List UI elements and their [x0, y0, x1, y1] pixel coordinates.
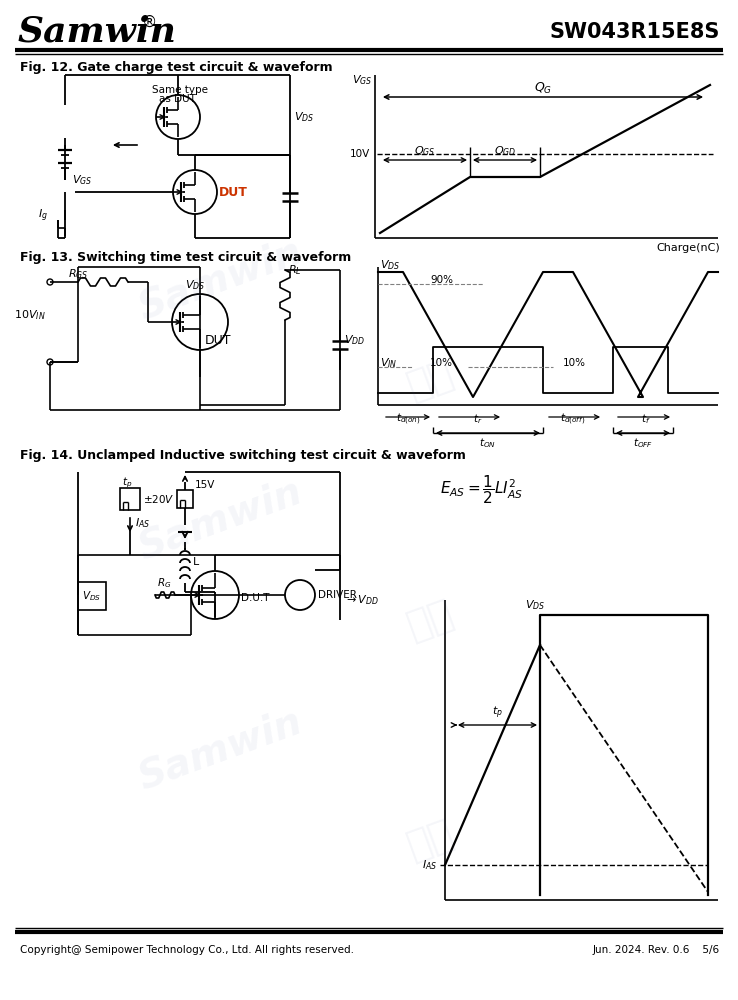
- Text: $Q_{GS}$: $Q_{GS}$: [414, 144, 435, 158]
- Text: $t_{ON}$: $t_{ON}$: [480, 436, 497, 450]
- Text: $t_p$: $t_p$: [492, 705, 503, 721]
- Text: $R_G$: $R_G$: [157, 576, 171, 590]
- Text: $V_{DD}$: $V_{DD}$: [344, 333, 365, 347]
- Text: $Q_G$: $Q_G$: [534, 80, 552, 96]
- Text: 90%: 90%: [430, 275, 453, 285]
- Text: $I_g$: $I_g$: [38, 208, 48, 224]
- Text: DRIVER: DRIVER: [318, 590, 357, 600]
- Text: SW043R15E8S: SW043R15E8S: [550, 22, 720, 42]
- Text: Copyright@ Semipower Technology Co., Ltd. All rights reserved.: Copyright@ Semipower Technology Co., Ltd…: [20, 945, 354, 955]
- Text: L: L: [193, 557, 199, 567]
- Text: D.U.T: D.U.T: [241, 593, 269, 603]
- Text: Samwin: Samwin: [18, 15, 177, 49]
- Text: as DUT: as DUT: [159, 94, 196, 104]
- Text: $R_L$: $R_L$: [288, 263, 302, 277]
- Text: Charge(nC): Charge(nC): [656, 243, 720, 253]
- Text: $t_{OFF}$: $t_{OFF}$: [633, 436, 653, 450]
- Text: 保留: 保留: [401, 814, 458, 866]
- Text: $V_{DS}$: $V_{DS}$: [380, 258, 400, 272]
- Text: Fig. 14. Unclamped Inductive switching test circuit & waveform: Fig. 14. Unclamped Inductive switching t…: [20, 448, 466, 462]
- Text: $E_{AS} = \dfrac{1}{2} L I_{AS}^{2}$: $E_{AS} = \dfrac{1}{2} L I_{AS}^{2}$: [440, 474, 523, 506]
- Text: 10%: 10%: [563, 358, 586, 368]
- Text: 15V: 15V: [195, 480, 215, 490]
- Text: 保留: 保留: [401, 354, 458, 406]
- Text: $\rightarrow V_{DD}$: $\rightarrow V_{DD}$: [344, 593, 379, 607]
- Text: Fig. 13. Switching time test circuit & waveform: Fig. 13. Switching time test circuit & w…: [20, 251, 351, 264]
- Text: 10V: 10V: [350, 149, 370, 159]
- Bar: [120, 488, 140, 510]
- Text: $V_{DS}$: $V_{DS}$: [525, 598, 545, 612]
- Text: Fig. 12. Gate charge test circuit & waveform: Fig. 12. Gate charge test circuit & wave…: [20, 62, 333, 75]
- Text: $V_{GS}$: $V_{GS}$: [72, 173, 92, 187]
- Text: $t_{d(off)}$: $t_{d(off)}$: [560, 411, 586, 427]
- Text: Samwin: Samwin: [133, 703, 307, 797]
- Bar: [177, 490, 193, 508]
- Text: $t_r$: $t_r$: [473, 412, 483, 426]
- Text: $Q_{GD}$: $Q_{GD}$: [494, 144, 516, 158]
- Text: $t_p$: $t_p$: [122, 476, 132, 490]
- Text: $t_{d(on)}$: $t_{d(on)}$: [396, 411, 421, 427]
- Text: Samwin: Samwin: [133, 473, 307, 567]
- Text: $V_{DS}$: $V_{DS}$: [83, 589, 102, 603]
- Text: $R_{GS}$: $R_{GS}$: [68, 267, 89, 281]
- Bar: [78, 582, 106, 610]
- Text: DUT: DUT: [205, 334, 232, 347]
- Text: $V_{DS}$: $V_{DS}$: [184, 278, 205, 292]
- Text: Jun. 2024. Rev. 0.6    5/6: Jun. 2024. Rev. 0.6 5/6: [593, 945, 720, 955]
- Text: 保留: 保留: [401, 594, 458, 646]
- Text: $\pm 20V$: $\pm 20V$: [143, 493, 175, 505]
- Text: Same type: Same type: [152, 85, 208, 95]
- Text: ®: ®: [142, 14, 157, 29]
- Text: $V_{DS}$: $V_{DS}$: [294, 110, 314, 124]
- Text: $t_f$: $t_f$: [641, 412, 651, 426]
- Text: Samwin: Samwin: [133, 233, 307, 327]
- Text: $I_{AS}$: $I_{AS}$: [421, 858, 437, 872]
- Text: $V_{IN}$: $V_{IN}$: [380, 356, 398, 370]
- Text: $10V_{IN}$: $10V_{IN}$: [14, 308, 46, 322]
- Text: DUT: DUT: [219, 186, 248, 198]
- Text: $V_{GS}$: $V_{GS}$: [352, 73, 372, 87]
- Text: $I_{AS}$: $I_{AS}$: [135, 516, 151, 530]
- Text: 10%: 10%: [430, 358, 453, 368]
